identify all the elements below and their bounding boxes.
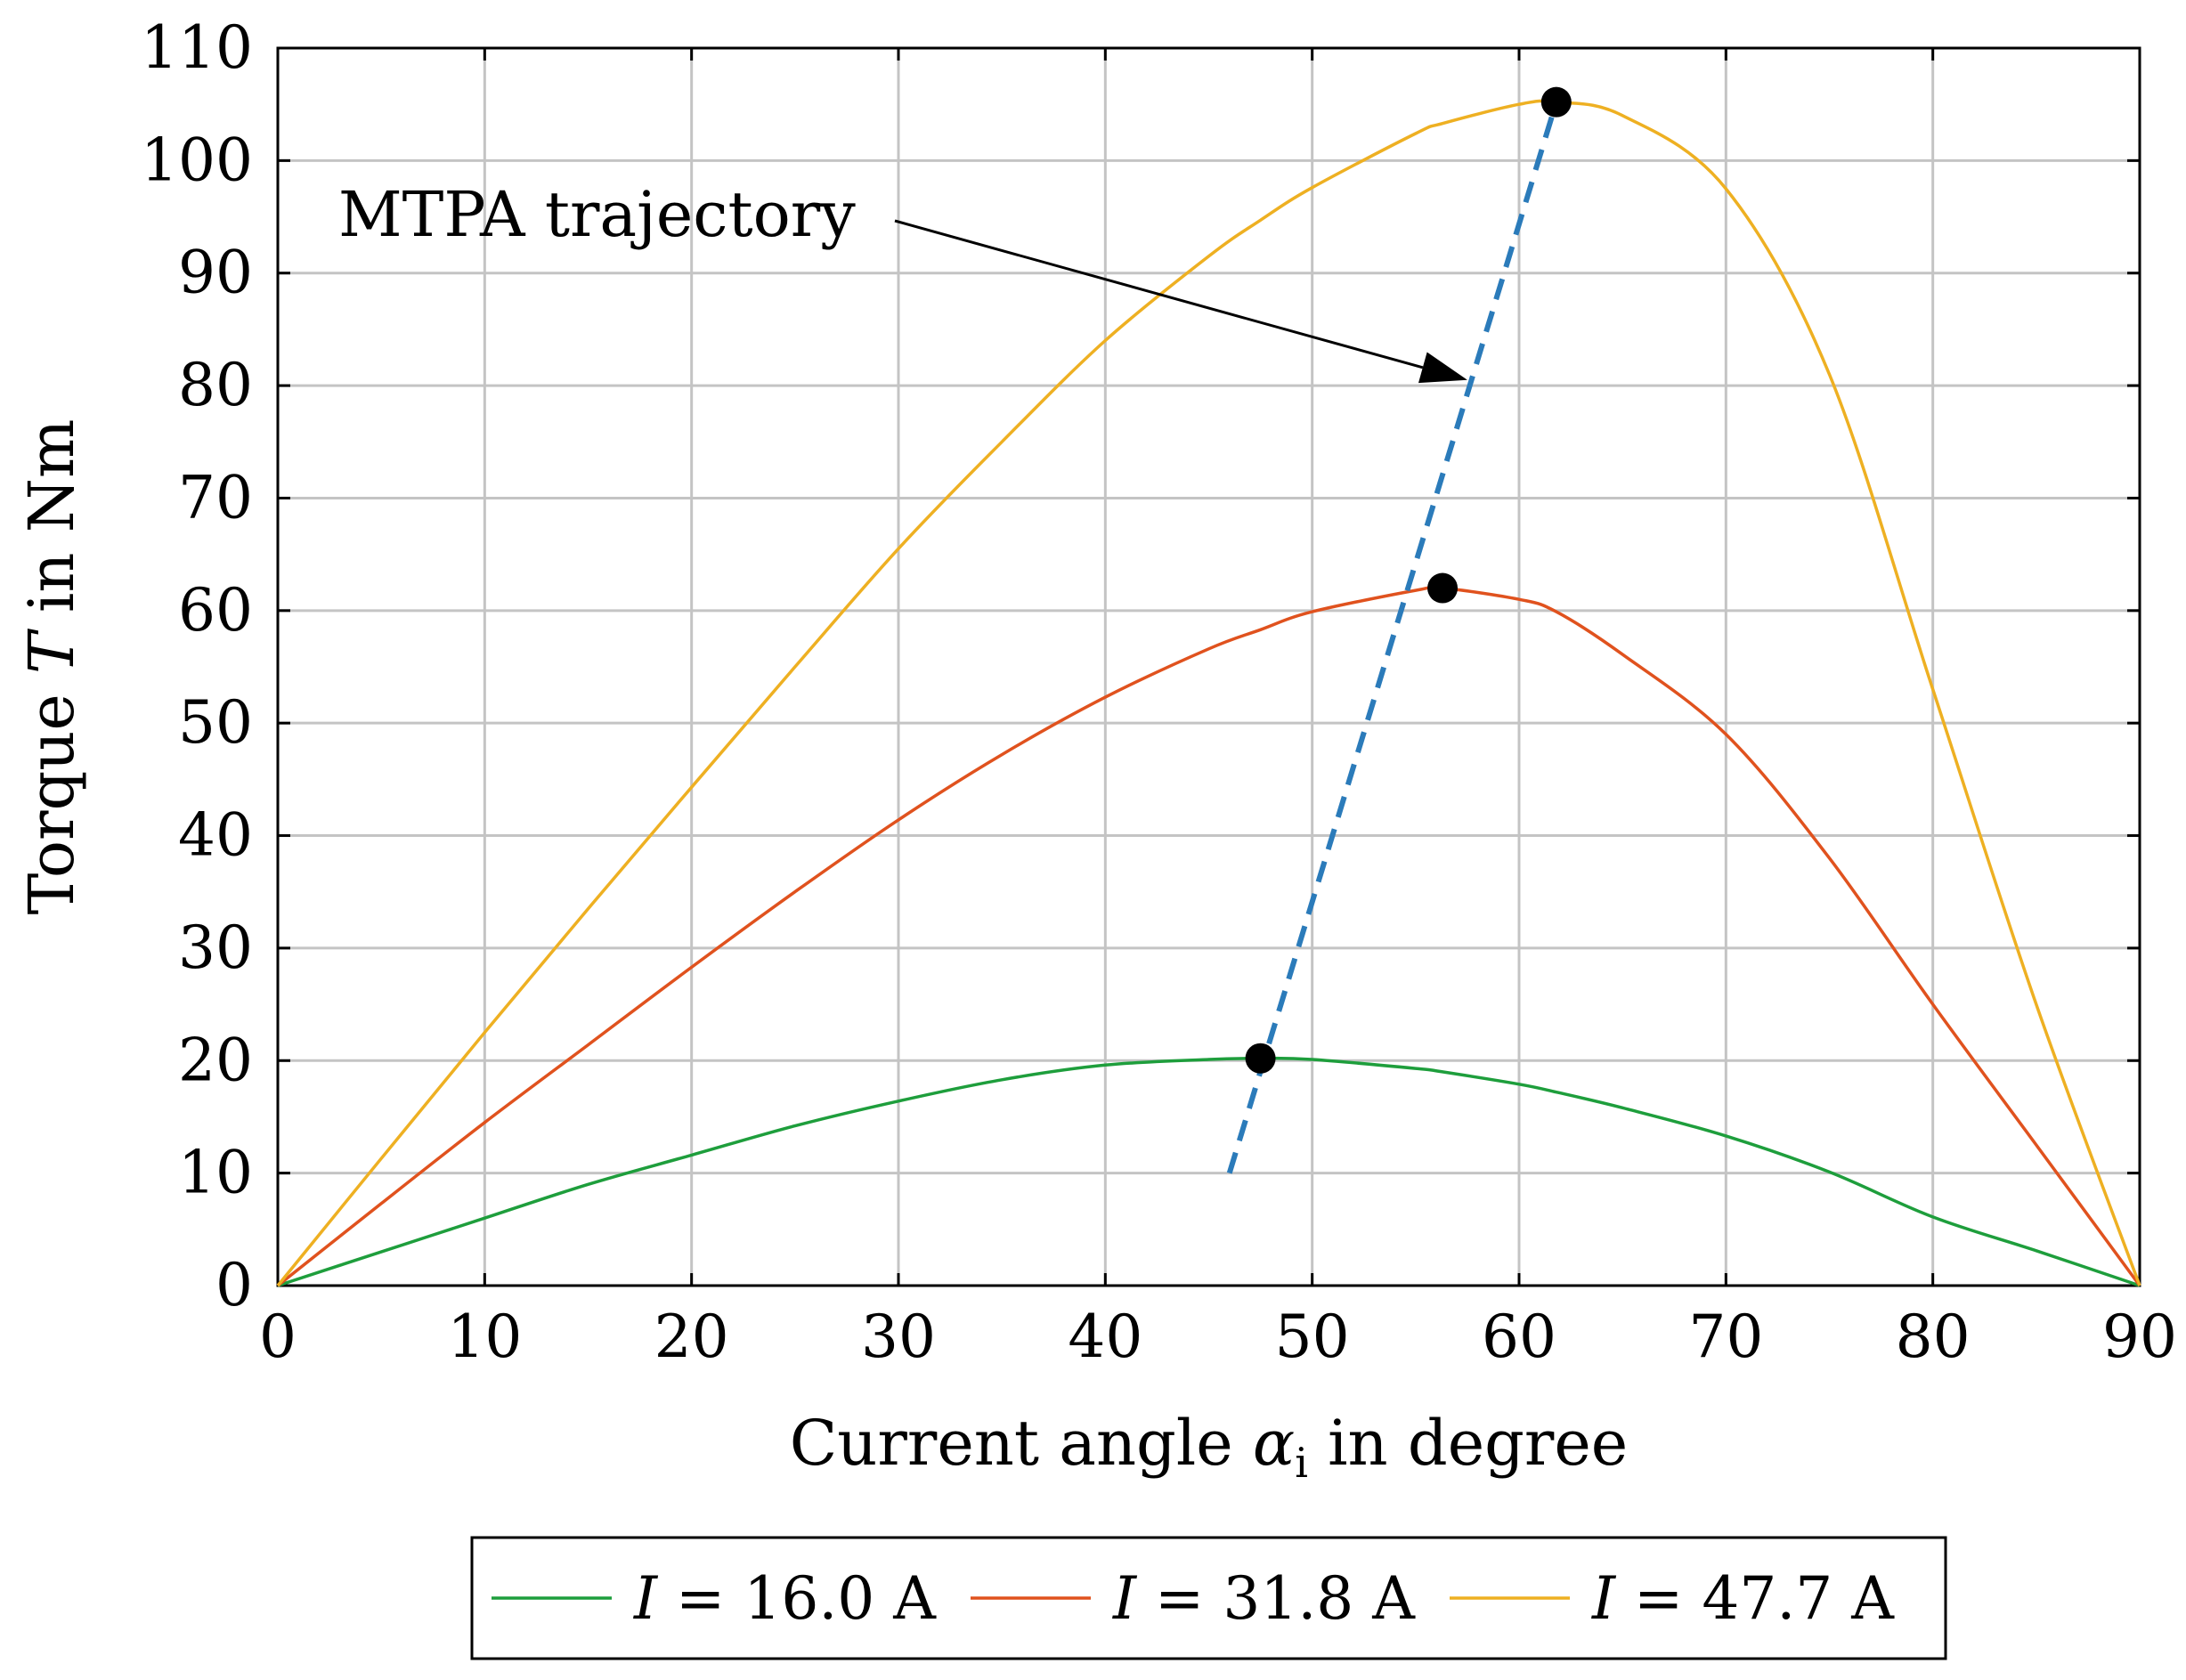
legend-label-symbol: I: [1591, 1564, 1617, 1633]
y-tick-label: 100: [141, 126, 253, 194]
legend-label-1: I = 16.0 A: [633, 1564, 937, 1633]
x-tick-label: 90: [2102, 1303, 2177, 1371]
y-tick-label: 80: [178, 351, 253, 419]
mtpa-point: [1540, 86, 1572, 118]
x-tick-label: 50: [1275, 1303, 1350, 1371]
mtpa-trajectory-line: [1226, 101, 1559, 1174]
series-line-3: [276, 99, 2141, 1287]
x-tick-label: 60: [1482, 1303, 1556, 1371]
y-axis-label-prefix: Torque: [15, 674, 88, 914]
y-tick-label: 90: [178, 239, 253, 307]
y-tick-label: 20: [178, 1026, 253, 1094]
mtpa-annotation-arrowhead: [1418, 352, 1467, 384]
legend-label-rest: = 47.7 A: [1615, 1564, 1895, 1633]
x-tick-label: 40: [1068, 1303, 1142, 1371]
mtpa-point: [1427, 572, 1459, 604]
x-axis-label-prefix: Current angle: [790, 1407, 1253, 1480]
x-tick-label: 10: [447, 1303, 522, 1371]
x-axis-label-symbol: α: [1253, 1407, 1295, 1480]
y-tick-label: 30: [178, 913, 253, 982]
y-tick-label: 0: [215, 1251, 253, 1319]
mtpa-annotation-label: MTPA trajectory: [338, 178, 856, 251]
x-tick-label: 0: [259, 1303, 297, 1371]
y-tick-label: 50: [178, 688, 253, 757]
mtpa-point: [1245, 1043, 1276, 1074]
y-tick-label: 60: [178, 576, 253, 645]
y-tick-label: 10: [178, 1139, 253, 1207]
legend-label-symbol: I: [1112, 1564, 1138, 1633]
axis-ticks: 0 10 20 30 40 50 60 70 80 90 0 10 20 30 40 50 60 70 80 90 10…: [141, 13, 2177, 1371]
series-line-2: [276, 585, 2141, 1287]
legend-label-2: I = 31.8 A: [1112, 1564, 1416, 1633]
y-tick-label: 40: [178, 801, 253, 870]
x-tick-label: 20: [654, 1303, 729, 1371]
y-axis-label: Torque T in Nm: [15, 419, 88, 915]
x-tick-label: 30: [861, 1303, 936, 1371]
x-axis-label-subscript: i: [1295, 1439, 1308, 1487]
legend-box: [470, 1536, 1947, 1660]
y-tick-label: 70: [178, 463, 253, 532]
x-tick-label: 70: [1688, 1303, 1763, 1371]
mtpa-annotation-arrow: [894, 219, 1424, 369]
x-tick-label: 80: [1896, 1303, 1971, 1371]
x-axis-label-suffix: in degree: [1308, 1407, 1628, 1480]
legend-label-rest: = 16.0 A: [657, 1564, 937, 1633]
legend-label-symbol: I: [633, 1564, 659, 1633]
legend-label-rest: = 31.8 A: [1136, 1564, 1416, 1633]
y-tick-label: 110: [141, 13, 253, 82]
plot-area-frame: [276, 46, 2141, 1287]
y-axis-label-suffix: in Nm: [15, 419, 88, 633]
x-axis-label: Current angle αi in degree: [790, 1407, 1629, 1487]
legend-label-3: I = 47.7 A: [1591, 1564, 1895, 1633]
mtpa-group: [1226, 86, 1572, 1174]
y-axis-label-symbol: T: [15, 629, 88, 674]
series-group: [276, 99, 2141, 1287]
